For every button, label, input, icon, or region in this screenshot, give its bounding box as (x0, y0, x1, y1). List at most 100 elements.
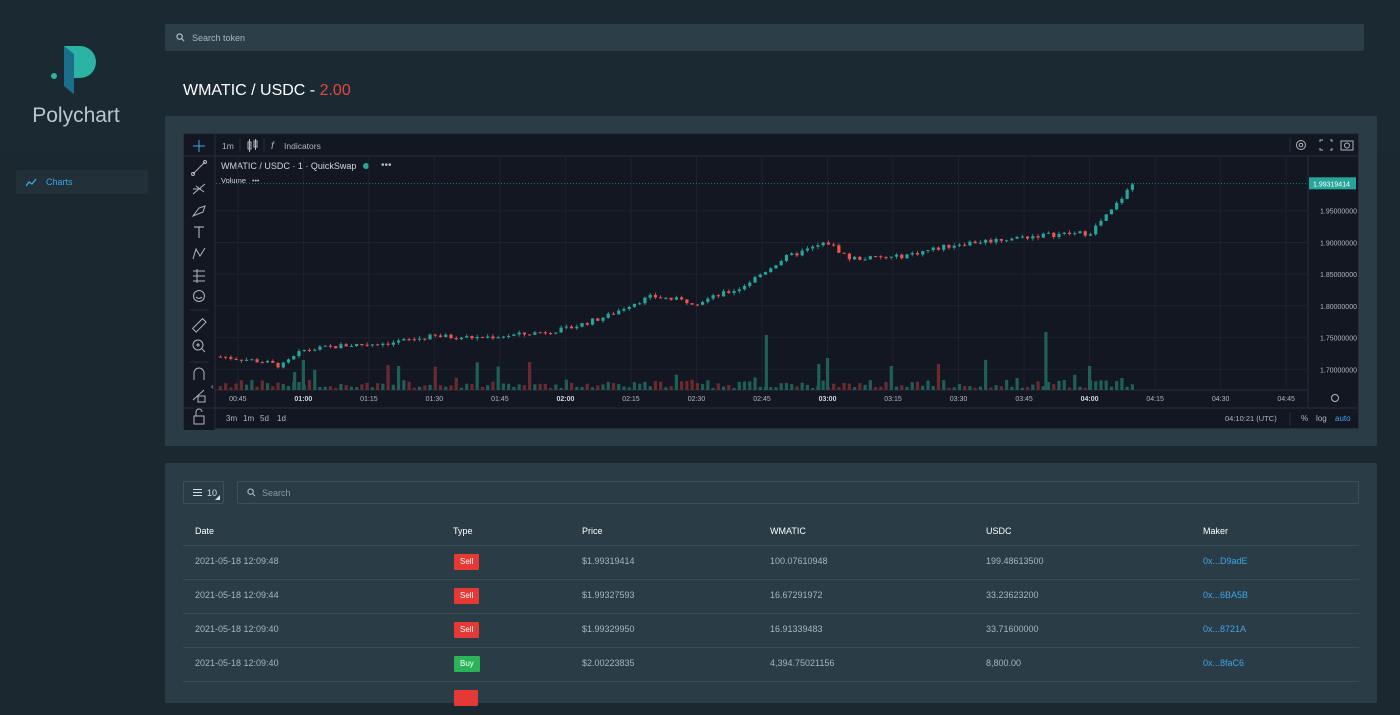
candle-body (779, 260, 783, 266)
candle-body (376, 344, 380, 346)
volume-bar (1015, 378, 1019, 390)
column-header-price[interactable]: Price (582, 526, 603, 536)
token-search-placeholder: Search token (192, 32, 246, 43)
candle-body (297, 351, 301, 357)
volume-bar (994, 385, 998, 390)
interval-button[interactable]: 1m (222, 141, 234, 151)
sidebar-item-charts[interactable]: Charts (16, 170, 148, 194)
wmatic-cell: 100.07610948 (770, 556, 828, 566)
column-header-wmatic[interactable]: WMATIC (770, 526, 806, 536)
brush-tool-icon[interactable] (191, 205, 206, 218)
percent-scale-toggle[interactable]: % (1301, 414, 1308, 423)
maker-cell[interactable]: 0x...8faC6 (1203, 658, 1245, 668)
candle-body (795, 253, 799, 256)
candle-body (721, 291, 726, 297)
volume-bar (365, 382, 369, 390)
table-row[interactable]: 2021-05-18 12:09:44 $1.99327593 16.6729197… (183, 579, 1359, 613)
crosshair-tool-icon[interactable] (193, 140, 205, 152)
fib-tool-icon[interactable] (192, 183, 206, 195)
candle-body (480, 336, 485, 338)
table-row[interactable]: 2021-05-18 12:09:48 $1.99319414 100.076109… (183, 545, 1359, 579)
table-row[interactable]: 2021-05-18 12:09:40 $1.99329950 16.9133948… (183, 613, 1359, 647)
volume-bar (276, 382, 280, 390)
volume-more-icon[interactable]: ••• (252, 178, 260, 185)
legend-more-icon[interactable]: ••• (381, 160, 392, 171)
emoji-tool-icon[interactable] (193, 290, 205, 302)
column-header-usdc[interactable]: USDC (986, 526, 1012, 536)
range-button[interactable]: 5d (260, 414, 269, 423)
candle-body (276, 362, 280, 368)
chart-canvas[interactable]: 1m f Indicators WMATIC / USDC · 1 · Quic… (184, 134, 1360, 430)
page-size-select[interactable]: 10 (183, 481, 224, 504)
range-button[interactable]: 1d (277, 414, 286, 423)
tradingview-chart[interactable]: 1m f Indicators WMATIC / USDC · 1 · Quic… (183, 133, 1360, 430)
token-search-input[interactable]: Search token (165, 24, 1364, 51)
candle-body (632, 303, 637, 307)
volume-bar (265, 383, 270, 390)
unlock-icon[interactable] (193, 408, 205, 425)
collapse-toolbar-icon[interactable]: ‹ (211, 382, 214, 391)
candle-body (742, 285, 747, 290)
range-selector[interactable]: 3m 1m 5d 1d (226, 414, 286, 423)
text-tool-icon[interactable] (194, 226, 204, 238)
maker-cell[interactable]: 0x...8721A (1203, 624, 1247, 634)
candle-body (753, 277, 757, 283)
price-tick-label: 1.80000000 (1320, 304, 1357, 311)
column-header-maker[interactable]: Maker (1203, 526, 1229, 536)
volume-bar (1078, 386, 1082, 390)
volume-bar (255, 386, 259, 390)
zoom-in-icon[interactable] (192, 339, 206, 353)
fullscreen-icon[interactable] (1319, 139, 1333, 151)
column-header-date[interactable]: Date (195, 526, 215, 536)
volume-bar (758, 386, 762, 390)
magnet-icon[interactable] (193, 367, 205, 380)
range-button[interactable]: 3m (226, 414, 237, 423)
column-header-type[interactable]: Type (453, 526, 473, 536)
volume-bar (239, 380, 243, 390)
log-scale-toggle[interactable]: log (1316, 414, 1327, 423)
volume-bar (334, 387, 338, 390)
volume-bar (753, 377, 757, 390)
volume-bar (1109, 386, 1114, 390)
table-row[interactable]: 2021-05-18 12:09:40 $2.00223835 4,394.7502… (183, 647, 1359, 681)
candle-body (1115, 202, 1119, 210)
line-chart-icon (26, 178, 37, 186)
ruler-tool-icon[interactable] (191, 317, 207, 333)
candles-type-icon[interactable] (247, 139, 258, 152)
volume-bar (706, 380, 710, 390)
candle-body (706, 298, 710, 302)
volume-bar (1083, 387, 1087, 390)
indicators-button[interactable]: Indicators (284, 141, 321, 151)
volume-bar (1020, 387, 1024, 390)
measure-tool-icon[interactable] (193, 269, 205, 283)
chart-settings-icon[interactable] (1296, 140, 1306, 150)
candle-body (402, 339, 406, 341)
table-search-field[interactable] (237, 481, 1359, 504)
function-icon: f (271, 141, 275, 152)
volume-bar (764, 335, 768, 390)
trend-line-tool-icon[interactable] (191, 160, 207, 176)
candle-body (224, 356, 228, 358)
candle-body (496, 337, 500, 339)
auto-scale-toggle[interactable]: auto (1335, 414, 1351, 423)
pattern-tool-icon[interactable] (192, 247, 206, 260)
lock-drawings-icon[interactable] (192, 389, 206, 403)
candle-body (512, 334, 516, 336)
volume-bar (957, 384, 962, 390)
chart-grid (216, 157, 1308, 390)
candle-body (564, 326, 568, 328)
maker-cell[interactable]: 0x...6BA5B (1203, 590, 1249, 600)
volume-bar (1094, 381, 1098, 390)
range-button[interactable]: 1m (243, 414, 254, 423)
volume-bar (554, 384, 558, 390)
volume-bar (1130, 384, 1135, 390)
maker-cell[interactable]: 0x...D9adE (1203, 556, 1248, 566)
volume-bar (512, 386, 516, 390)
screenshot-icon[interactable] (1340, 140, 1354, 151)
candle-body (884, 257, 888, 259)
table-row[interactable] (183, 681, 1359, 715)
table-search-input[interactable] (262, 487, 862, 498)
axis-settings-icon[interactable] (1331, 394, 1339, 402)
candle-body (973, 241, 977, 244)
candle-body (832, 244, 836, 246)
